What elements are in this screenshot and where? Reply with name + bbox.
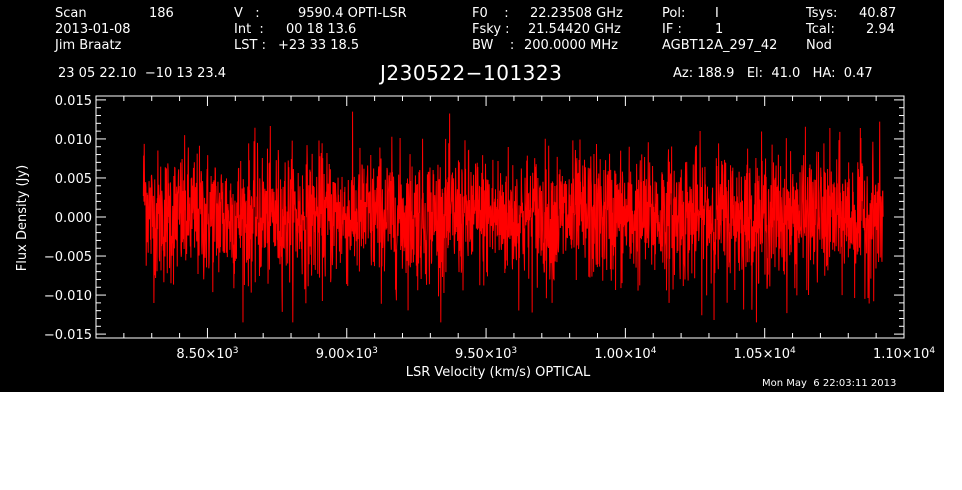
x-tick-mantissa: 8.50×10: [176, 347, 232, 362]
y-axis-title: Flux Density (Jy): [15, 165, 30, 271]
f0-value: 22.23508 GHz: [530, 6, 623, 21]
integration-value: 00 18 13.6: [286, 22, 357, 37]
tcal-line: Tcal: 2.94: [806, 22, 895, 37]
velocity-line: V : 9590.4 OPTI-LSR: [234, 6, 407, 21]
velocity-value: 9590.4 OPTI-LSR: [298, 6, 407, 21]
y-tick-label: −0.005: [44, 250, 92, 265]
x-tick-mantissa: 1.00×10: [594, 347, 650, 362]
obs-mode: Nod: [806, 38, 832, 53]
az-el-ha: Az: 188.9 El: 41.0 HA: 0.47: [673, 66, 873, 81]
x-tick-label: 1.10×104: [873, 346, 935, 362]
scan-label: Scan: [55, 6, 87, 21]
x-tick-label: 8.50×103: [176, 346, 238, 362]
y-tick-label: 0.000: [55, 211, 92, 226]
y-tick-label: −0.015: [44, 328, 92, 343]
axes-layer: 0.015 0.010 0.005 0.000 −0.005 −0.010 −0.015 8.…: [44, 94, 935, 362]
scan-line: Scan 186: [55, 6, 174, 21]
spectrum-layer: [142, 111, 884, 323]
integration-line: Int : 00 18 13.6: [234, 22, 356, 37]
x-tick-mantissa: 1.10×10: [873, 347, 929, 362]
x-tick-label: 9.00×103: [316, 346, 378, 362]
x-tick-label: 1.05×104: [734, 346, 796, 362]
x-tick-exponent: 4: [790, 346, 796, 356]
x-tick-exponent: 4: [929, 346, 935, 356]
x-tick-mantissa: 9.50×10: [455, 347, 511, 362]
f0-label: F0 :: [472, 6, 509, 21]
y-tick-label: 0.005: [55, 172, 92, 187]
lst-value: +23 33 18.5: [278, 38, 360, 53]
x-tick-exponent: 4: [651, 346, 657, 356]
x-tick-label: 9.50×103: [455, 346, 517, 362]
y-tick-label: −0.010: [44, 289, 92, 304]
source-coordinates: 23 05 22.10 −10 13 23.4: [58, 66, 227, 81]
tcal-label: Tcal:: [806, 22, 835, 37]
tsys-value: 40.87: [859, 6, 897, 21]
lst-label: LST :: [234, 38, 266, 53]
observer-name: Jim Braatz: [55, 38, 122, 53]
x-tick-mantissa: 1.05×10: [734, 347, 790, 362]
x-tick-mantissa: 9.00×10: [316, 347, 372, 362]
obs-date: 2013-01-08: [55, 22, 131, 37]
y-tick-label: 0.010: [55, 133, 92, 148]
fsky-value: 21.54420 GHz: [528, 22, 621, 37]
pol-value: I: [715, 6, 719, 21]
if-value: 1: [715, 22, 724, 37]
fsky-label: Fsky :: [472, 22, 510, 37]
if-line: IF : 1: [662, 22, 723, 37]
project-id: AGBT12A_297_42: [662, 38, 778, 53]
tcal-value: 2.94: [866, 22, 895, 37]
x-axis-title: LSR Velocity (km/s) OPTICAL: [406, 365, 591, 380]
bandwidth-line: BW : 200.0000 MHz: [472, 38, 618, 53]
integration-label: Int :: [234, 22, 264, 37]
scan-value: 186: [149, 6, 174, 21]
velocity-label: V :: [234, 6, 260, 21]
f0-line: F0 : 22.23508 GHz: [472, 6, 623, 21]
x-tick-exponent: 3: [233, 346, 239, 356]
x-tick-label: 1.00×104: [594, 346, 656, 362]
spectrum-chart: 0.015 0.010 0.005 0.000 −0.005 −0.010 −0.015 8.…: [15, 94, 935, 380]
bandwidth-label: BW :: [472, 38, 515, 53]
fsky-line: Fsky : 21.54420 GHz: [472, 22, 621, 37]
lst-line: LST : +23 33 18.5: [234, 38, 359, 53]
tsys-label: Tsys:: [806, 6, 838, 21]
bandwidth-value: 200.0000 MHz: [524, 38, 618, 53]
x-tick-exponent: 3: [372, 346, 378, 356]
y-tick-label: 0.015: [55, 94, 92, 109]
source-name: J230522−101323: [380, 61, 563, 85]
pol-line: Pol: I: [662, 6, 719, 21]
pol-label: Pol:: [662, 6, 686, 21]
tsys-line: Tsys: 40.87: [806, 6, 896, 21]
x-tick-exponent: 3: [511, 346, 517, 356]
plot-window: Scan 186 2013-01-08 Jim Braatz V : 9590.4 …: [0, 0, 944, 392]
spectrum-series-line: [142, 111, 884, 323]
if-label: IF :: [662, 22, 682, 37]
plot-timestamp: Mon May 6 22:03:11 2013: [762, 378, 897, 389]
